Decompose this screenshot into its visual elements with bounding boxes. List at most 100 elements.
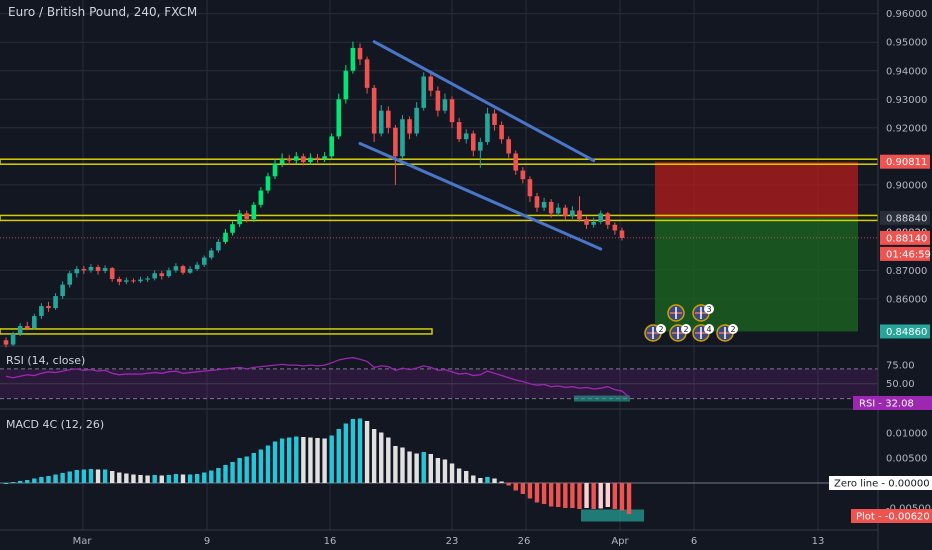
candle-body (456, 122, 462, 140)
candle-body (279, 159, 285, 164)
macd-bar (88, 469, 94, 483)
time-tick-label: Mar (73, 536, 93, 547)
macd-title[interactable]: MACD 4C (12, 26) (6, 418, 104, 431)
candle-body (591, 221, 596, 225)
macd-bar (315, 438, 320, 483)
candle-body (343, 70, 349, 100)
candle-body (102, 268, 108, 271)
candle-body (428, 76, 434, 91)
time-tick-label: 16 (324, 536, 337, 547)
event-badge[interactable]: 4 (692, 324, 714, 342)
position-tool[interactable] (655, 161, 858, 332)
macd-bar (449, 463, 455, 483)
macd-bar (279, 438, 285, 483)
candle-body (378, 110, 384, 134)
event-badge[interactable]: 2 (669, 324, 691, 342)
trendlines[interactable] (358, 40, 603, 251)
badge-count: 2 (658, 325, 663, 334)
macd-bar (626, 483, 632, 514)
macd-bar (584, 483, 589, 508)
candle-body (442, 99, 448, 111)
time-tick-label: Apr (611, 536, 629, 547)
badge-count-bubble (656, 324, 666, 334)
macd-plot-tag: Plot - -0.00620 (851, 509, 932, 523)
candle-body (315, 157, 320, 160)
candle-body (478, 142, 483, 151)
macd-bar (202, 472, 207, 483)
stop-price-tag: 0.90811 (880, 154, 930, 169)
candle-body (88, 266, 94, 271)
macd-tick-label: 0.00500 (886, 454, 927, 465)
candle-body (520, 170, 526, 180)
macd-plot-bg (851, 509, 932, 523)
badge-count: 2 (683, 325, 688, 334)
symbol-title[interactable]: Euro / British Pound, 240, FXCM (8, 5, 197, 19)
candle-body (244, 213, 250, 220)
candle-body (53, 296, 58, 309)
macd-bar (534, 483, 540, 503)
candle-body (272, 163, 278, 177)
candle-body (570, 210, 575, 217)
candle-body (32, 316, 37, 329)
take-profit-zone[interactable] (655, 217, 858, 332)
macd-highlight-box (581, 509, 644, 522)
candle-body (563, 207, 568, 217)
macd-bar (194, 474, 200, 483)
candle-body (513, 153, 519, 171)
macd-bar (301, 437, 306, 483)
macd-bar (237, 458, 242, 483)
candle-body (492, 113, 497, 125)
rsi-line (5, 357, 630, 398)
candle-body (24, 326, 30, 329)
macd-zero-bg (829, 476, 932, 490)
candle-body (187, 268, 193, 273)
event-badge[interactable]: 2 (644, 324, 666, 342)
macd-bar (357, 418, 363, 483)
macd-bar (230, 462, 235, 483)
event-badge[interactable] (667, 304, 685, 322)
last-price-tag-bg (880, 230, 930, 245)
macd-bar (478, 478, 483, 483)
price-tick-label: 0.95000 (886, 38, 927, 49)
macd-bar (74, 470, 79, 483)
candle-body (506, 139, 511, 154)
candle-body (584, 219, 589, 225)
time-tick-label: 23 (446, 536, 459, 547)
price-candles (3, 41, 625, 348)
macd-bar (371, 429, 377, 483)
macd-bar (386, 437, 391, 483)
rsi-tick-label: 50.00 (886, 379, 915, 390)
candle-body (463, 133, 469, 140)
target-price-tag-bg (880, 324, 930, 339)
candle-body (81, 268, 87, 271)
badge-count-bubble (704, 324, 714, 334)
candle-body (10, 333, 16, 345)
time-tick-label: 26 (518, 536, 531, 547)
macd-bar (499, 481, 504, 483)
macd-bar (67, 471, 72, 483)
event-badges[interactable]: 2 2 4 2 3 (644, 304, 738, 342)
horizontal-level-line[interactable] (0, 328, 433, 335)
macd-bar (598, 483, 603, 509)
candle-body (3, 340, 9, 345)
candle-body (138, 279, 143, 282)
trendline[interactable] (372, 40, 596, 163)
macd-bar (124, 473, 129, 483)
macd-bar (471, 475, 476, 483)
candle-body (216, 241, 221, 251)
stop-loss-zone[interactable] (655, 161, 858, 218)
macd-bar (138, 475, 143, 483)
candle-body (421, 76, 427, 108)
candle-body (400, 119, 405, 157)
event-badge[interactable]: 2 (716, 324, 738, 342)
candle-body (124, 280, 129, 282)
rsi-title[interactable]: RSI (14, close) (6, 354, 85, 367)
trendline[interactable] (358, 141, 603, 251)
candle-body (527, 179, 533, 197)
macd-bar (39, 477, 44, 483)
macd-pane (0, 418, 878, 522)
macd-bar (379, 432, 384, 483)
event-badge[interactable]: 3 (692, 304, 714, 322)
macd-bar (223, 465, 228, 483)
